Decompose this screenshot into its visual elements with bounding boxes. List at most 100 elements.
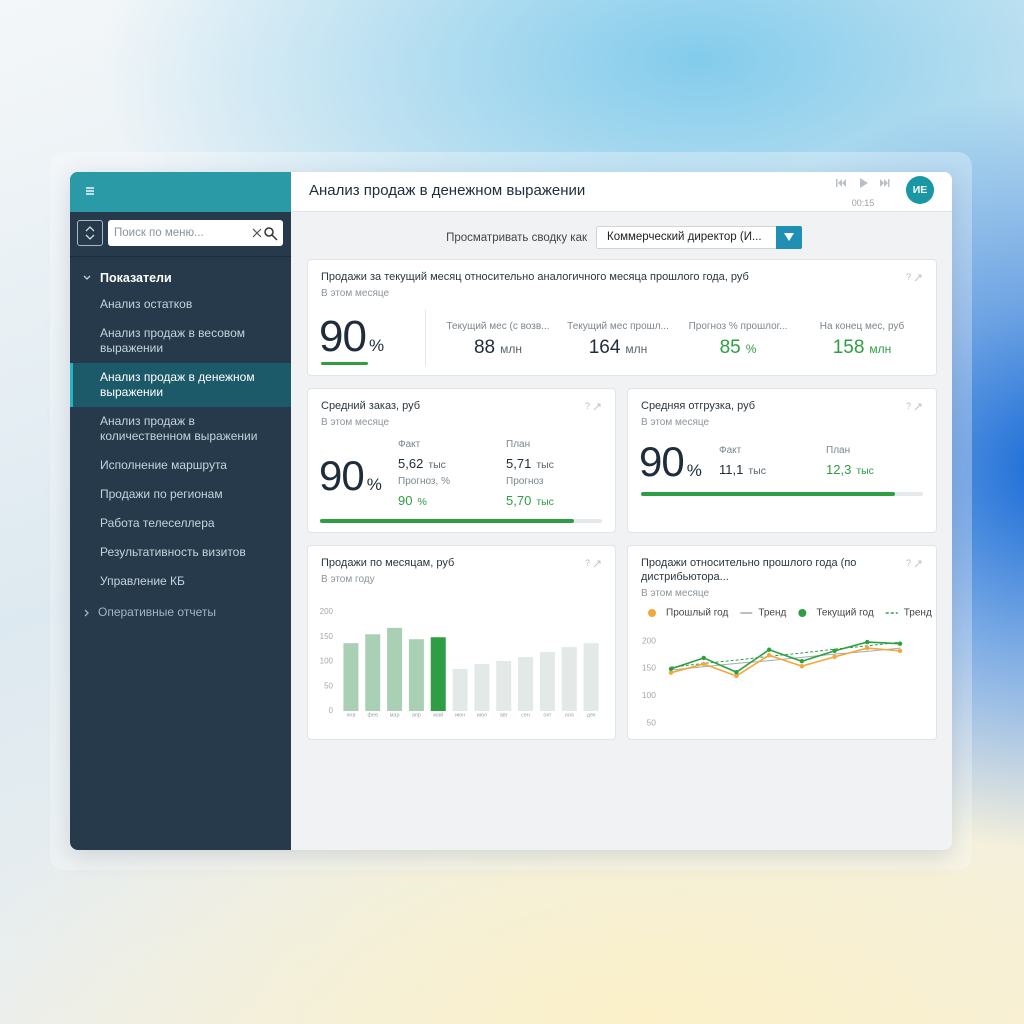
metric-unit: млн xyxy=(869,342,892,356)
big-number: 90% xyxy=(319,312,384,371)
card xyxy=(627,388,937,533)
card-title: Продажи по месяцам, руб xyxy=(321,557,455,569)
big-number-unit: % xyxy=(368,336,385,355)
menu-reports-label: Оперативные отчеты xyxy=(98,605,216,619)
metric-label: Прогноз % прошлог... xyxy=(688,321,788,332)
metric-value: 5,62 тыс xyxy=(398,453,446,476)
sidebar-topbar xyxy=(70,172,291,212)
metric-value: 5,70 тыс xyxy=(506,490,554,513)
card-subtitle: В этом месяце xyxy=(641,417,710,428)
metric-unit: тыс xyxy=(536,496,554,508)
metric-label: Прогноз, % xyxy=(398,476,450,487)
menu-group: Показатели xyxy=(70,266,291,290)
metric-value: 12,3 тыс xyxy=(826,459,874,482)
metric-label: Текущий мес прошл... xyxy=(567,321,669,332)
filter-label: Просматривать сводку как xyxy=(446,232,587,244)
help-icon: ? xyxy=(585,401,591,411)
menu-item[interactable]: Управление КБ xyxy=(100,574,185,588)
metric-value: 158 млн xyxy=(792,337,932,360)
card-title: Продажи относительно прошлого года (по д… xyxy=(641,557,857,583)
menu-item[interactable]: Работа телеселлера xyxy=(100,516,215,530)
metric-number: 88 xyxy=(473,337,496,358)
sidebar-separator xyxy=(70,256,291,257)
big-number-value: 90 xyxy=(319,312,367,361)
help-icon: ? xyxy=(906,401,912,411)
filter-value: Коммерческий директор (И... xyxy=(607,231,762,243)
menu-item[interactable]: Анализ продаж в количественном выражении xyxy=(100,414,258,443)
menu-item[interactable]: Продажи по регионам xyxy=(100,487,223,501)
metric-number: 5,62 xyxy=(398,456,424,471)
metric-label: Прогноз xyxy=(506,476,544,487)
chevron xyxy=(83,275,91,280)
metric-number: 5,70 xyxy=(506,493,532,508)
collapse-button[interactable] xyxy=(77,220,103,246)
metric-label: Факт xyxy=(719,445,742,456)
menu-item[interactable]: Исполнение маршрута xyxy=(100,458,227,472)
menu-item[interactable]: Анализ продаж в весовом выражении xyxy=(100,326,246,355)
metric-value: 11,1 тыс xyxy=(719,459,766,482)
metric-label: На конец мес, руб xyxy=(819,321,905,332)
underline xyxy=(321,362,368,365)
metric-unit: тыс xyxy=(536,459,554,471)
page-title: Анализ продаж в денежном выражении xyxy=(309,182,586,199)
avatar[interactable]: ИЕ xyxy=(906,176,934,204)
metric-value: 88 млн xyxy=(428,337,568,360)
metric-unit: тыс xyxy=(428,459,446,471)
metric-label: Текущий мес (с возв... xyxy=(446,321,550,332)
metric-number: 90 xyxy=(398,493,413,508)
card xyxy=(307,259,937,376)
metric-number: 5,71 xyxy=(506,456,532,471)
progress-fill xyxy=(320,519,574,523)
big-number-unit: % xyxy=(686,461,702,480)
big-number: 90% xyxy=(319,451,382,510)
big-number-value: 90 xyxy=(319,452,365,499)
metric-number: 158 xyxy=(832,337,865,358)
menu-reports[interactable]: Оперативные отчеты xyxy=(70,598,291,627)
metric-number: 85 xyxy=(719,337,741,358)
metric-value: 85% xyxy=(668,337,808,360)
big-number: 90% xyxy=(639,437,702,496)
metric-value: 5,71 тыс xyxy=(506,453,554,476)
chevron xyxy=(84,609,89,616)
progress-fill xyxy=(641,492,895,496)
metric-value: 164 млн xyxy=(548,337,688,360)
divider xyxy=(425,310,426,366)
menu: Показатели Анализ остатков Анализ продаж в… xyxy=(70,266,291,627)
metric-number: 11,1 xyxy=(719,462,744,477)
metric-unit: млн xyxy=(500,342,523,356)
sidebar xyxy=(70,172,291,850)
metric-unit: тыс xyxy=(856,465,874,477)
metric-value: 90% xyxy=(398,490,427,513)
help-icon: ? xyxy=(906,558,912,568)
card-title: Средний заказ, руб xyxy=(321,400,421,412)
metric-unit: млн xyxy=(625,342,648,356)
big-number-value: 90 xyxy=(639,438,685,485)
card-subtitle: В этом месяце xyxy=(321,288,390,299)
help-icon: ? xyxy=(585,558,591,568)
card-subtitle: В этом месяце xyxy=(641,588,710,599)
header xyxy=(291,172,952,212)
metric-unit: тыс xyxy=(748,465,766,477)
menu-item[interactable]: Анализ остатков xyxy=(100,297,193,311)
menu-group-label: Показатели xyxy=(100,271,172,285)
big-number-unit: % xyxy=(366,475,382,494)
search-placeholder: Поиск по меню... xyxy=(114,227,204,239)
card-subtitle: В этом месяце xyxy=(321,417,390,428)
menu-item[interactable]: Анализ продаж в денежном выражении xyxy=(70,363,291,407)
card-title: Продажи за текущий месяц относительно ан… xyxy=(321,271,749,283)
help-icon: ? xyxy=(906,272,912,282)
card xyxy=(307,388,616,533)
timer: 00:15 xyxy=(851,198,875,208)
metric-number: 164 xyxy=(588,337,621,358)
menu-item[interactable]: Результативность визитов xyxy=(100,545,246,559)
metric-label: План xyxy=(826,445,851,456)
metric-label: Факт xyxy=(398,439,421,450)
metric-unit: % xyxy=(417,496,427,508)
metric-number: 12,3 xyxy=(826,462,852,477)
card-subtitle: В этом году xyxy=(321,574,375,585)
metric-label: План xyxy=(506,439,531,450)
card-title: Средняя отгрузка, руб xyxy=(641,400,756,412)
metric-unit: % xyxy=(745,342,757,356)
